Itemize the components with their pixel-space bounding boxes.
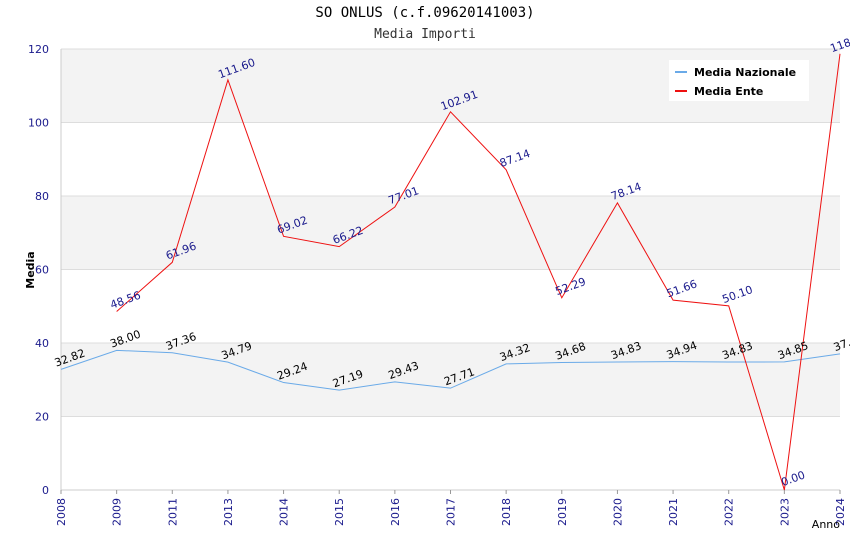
y-tick-label: 80 <box>35 190 49 203</box>
x-tick-label: 2016 <box>389 498 402 526</box>
x-tick-label: 2022 <box>723 498 736 526</box>
grid-band <box>61 269 840 343</box>
grid-band <box>61 122 840 196</box>
x-tick-label: 2023 <box>778 498 791 526</box>
grid-band <box>61 343 840 417</box>
y-tick-label: 20 <box>35 411 49 424</box>
x-tick-label: 2013 <box>222 498 235 526</box>
x-axis-title: Anno <box>812 518 840 531</box>
x-tick-label: 2021 <box>667 498 680 526</box>
series-line-media-ente <box>116 53 841 491</box>
y-tick-label: 40 <box>35 337 49 350</box>
y-tick-label: 120 <box>28 43 49 56</box>
legend-entry: Media Nazionale <box>694 66 796 79</box>
x-tick-label: 2024 <box>834 498 847 526</box>
y-axis-title: Media <box>24 251 37 288</box>
grid-band <box>61 416 840 490</box>
chart-subtitle: Media Importi <box>374 27 476 42</box>
x-tick-label: 2011 <box>166 498 179 526</box>
x-tick-label: 2009 <box>111 498 124 526</box>
x-tick-label: 2018 <box>500 498 513 526</box>
x-tick-label: 2017 <box>445 498 458 526</box>
data-label: 118.69 <box>828 30 850 55</box>
x-tick-label: 2020 <box>611 498 624 526</box>
grid-band <box>61 196 840 270</box>
y-tick-label: 60 <box>35 264 49 277</box>
y-tick-label: 100 <box>28 117 49 130</box>
chart-title: SO ONLUS (c.f.09620141003) <box>315 5 535 21</box>
x-tick-label: 2015 <box>333 498 346 526</box>
x-tick-label: 2019 <box>556 498 569 526</box>
series-line-media-nazionale <box>60 349 841 391</box>
x-tick-label: 2008 <box>55 498 68 526</box>
legend-entry: Media Ente <box>694 85 763 98</box>
y-tick-label: 0 <box>42 484 49 497</box>
x-tick-label: 2014 <box>278 498 291 526</box>
legend-box <box>669 60 809 101</box>
